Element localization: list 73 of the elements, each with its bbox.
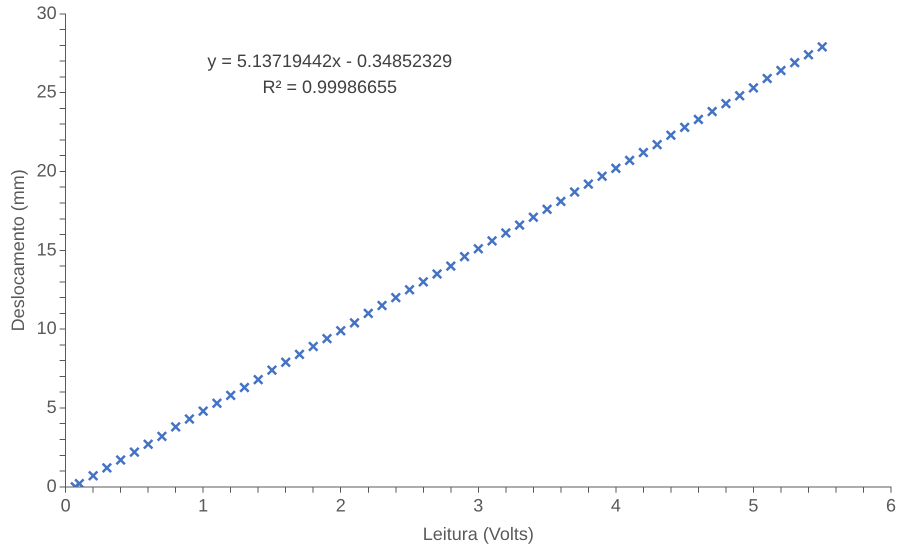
point [418,276,429,288]
point [610,162,622,174]
point [376,300,388,311]
annotation: y = 5.13719442x - 0.34852329 [207,50,452,71]
point [596,170,608,182]
point [528,212,539,223]
point [198,406,209,417]
point [789,57,800,68]
point [404,284,416,296]
x-tick-label: 0 [60,496,71,516]
point [88,470,99,482]
point [486,235,498,246]
point [128,446,140,458]
y-tick-label: 15 [36,239,57,260]
point [802,49,814,60]
point [652,139,663,150]
point [211,398,222,409]
point [294,348,305,360]
point [101,462,112,474]
point [308,340,319,352]
annotation: R² = 0.99986655 [262,76,398,97]
point [170,421,182,432]
point [266,364,278,376]
x-tick-label: 5 [748,496,758,516]
y-tick-label: 20 [36,160,57,180]
point [500,227,512,238]
point [679,122,690,133]
point [472,243,484,254]
point [638,147,649,158]
point [569,186,580,198]
point [706,106,718,118]
point [156,430,168,442]
x-axis-title: Leitura (Volts) [422,524,534,544]
point [542,204,553,215]
point [762,72,773,84]
point [445,260,456,272]
point [582,178,594,190]
y-tick-label: 30 [36,2,57,23]
point [238,382,250,393]
point [555,196,566,207]
x-tick-label: 2 [336,496,346,516]
point [692,114,704,125]
point [748,82,759,94]
point [720,98,732,110]
point [775,65,786,76]
point [252,374,264,386]
point [225,390,236,401]
y-tick-label: 10 [36,318,57,338]
point [142,438,154,450]
point [184,414,195,424]
point [74,478,85,487]
x-tick-label: 4 [610,496,621,516]
y-tick-label: 0 [46,476,57,496]
point [390,292,402,304]
point [624,154,636,166]
y-axis-title: Deslocamento (mm) [8,169,28,332]
point [734,90,746,102]
point [335,325,346,336]
y-tick-label: 5 [46,396,57,417]
point [280,356,292,368]
point [459,251,470,262]
x-tick-label: 3 [473,496,484,516]
point [322,333,332,344]
point [115,454,126,466]
point [362,308,374,319]
x-tick-label: 6 [886,496,896,516]
x-tick-label: 1 [198,496,208,516]
point [349,317,360,328]
point [432,268,443,280]
point [816,41,828,52]
point [665,130,676,141]
y-tick-label: 25 [36,82,57,102]
point [514,220,526,231]
